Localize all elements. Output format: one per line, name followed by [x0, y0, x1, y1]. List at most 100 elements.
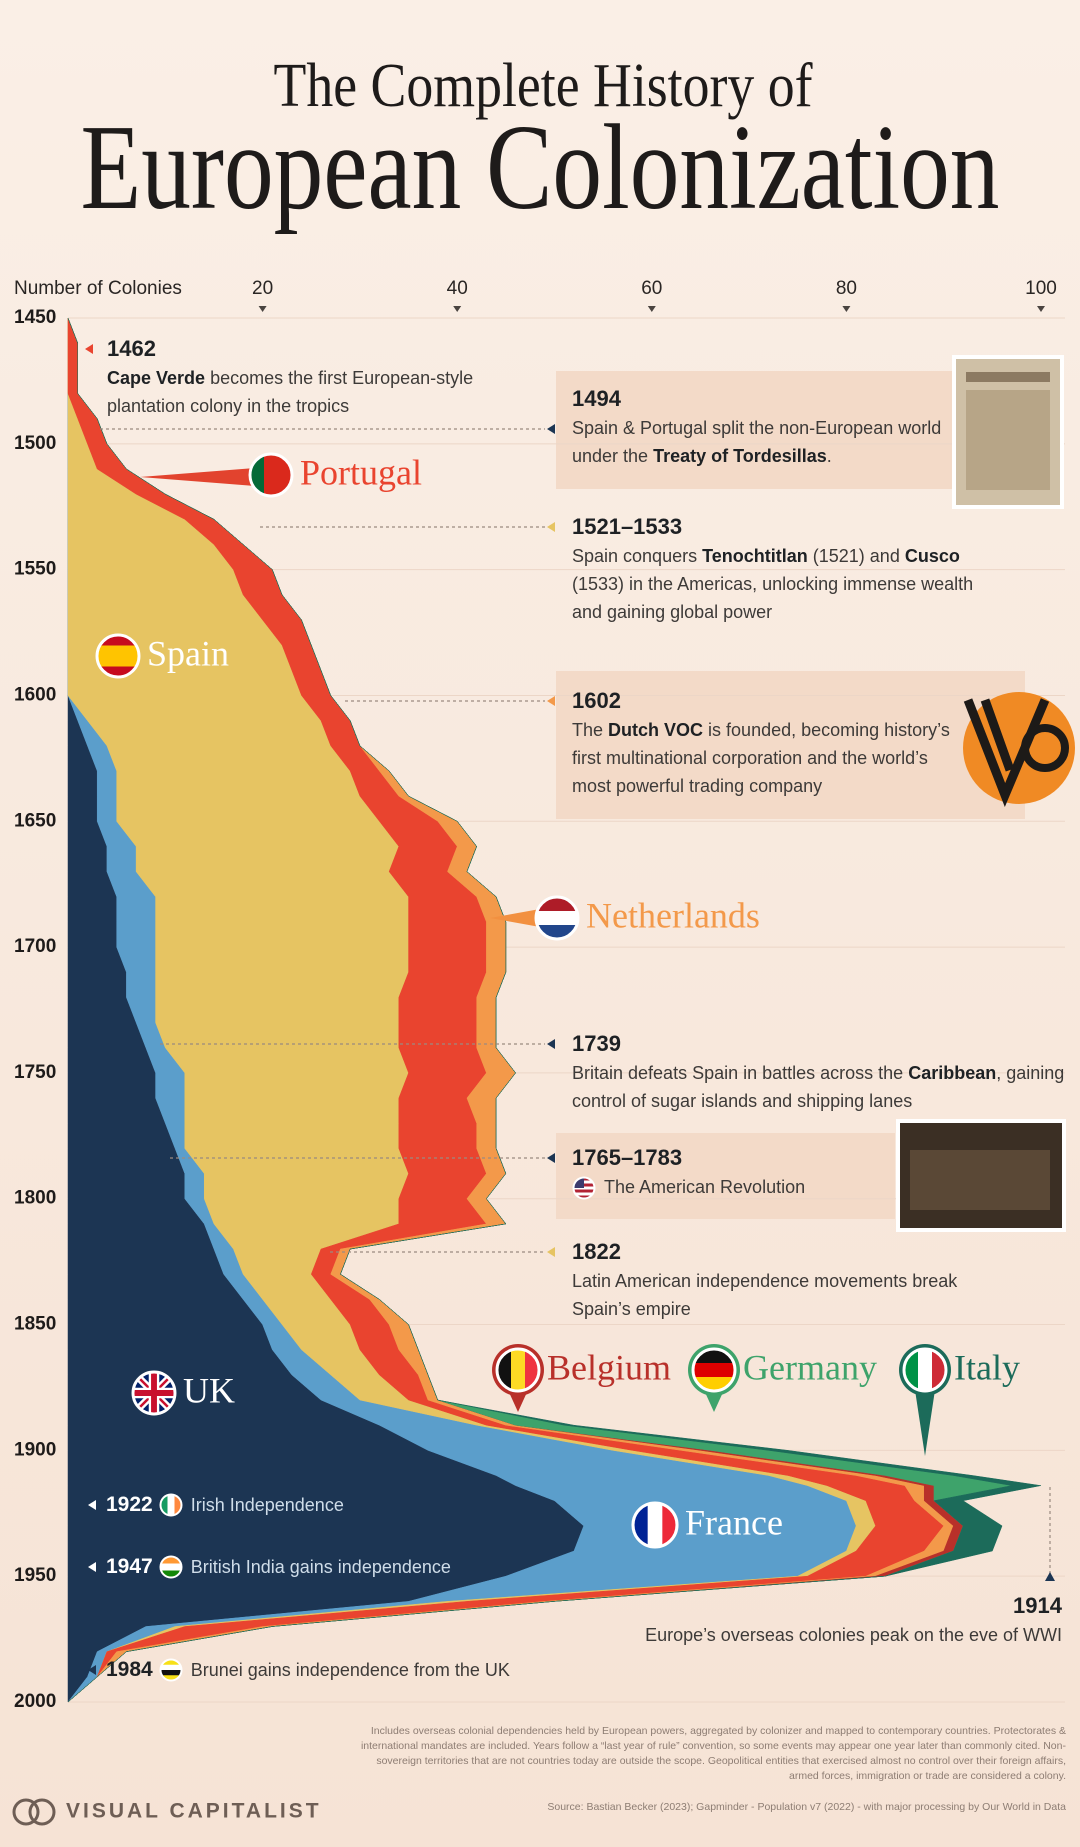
- legend-label: Netherlands: [586, 895, 760, 935]
- flag-part: [167, 1494, 175, 1516]
- annotation-year: 1822: [572, 1239, 621, 1264]
- annotation-text: Britain defeats Spain in battles across …: [572, 1063, 1064, 1111]
- flag-ring: [248, 452, 294, 498]
- annotation-text: The American Revolution: [572, 1176, 806, 1200]
- flag: [248, 452, 294, 498]
- annotation-year: 1922: [106, 1493, 153, 1516]
- areas: [67, 317, 1042, 1703]
- annotation: 1922 Irish Independence: [106, 1490, 344, 1520]
- x-tick-label: 100: [1025, 278, 1057, 299]
- annotation: 1822 Latin American independence movement…: [572, 1237, 972, 1323]
- flag-body: [693, 1349, 735, 1391]
- marker: [547, 1153, 555, 1163]
- flag: [572, 1176, 596, 1200]
- source: Source: Bastian Becker (2023); Gapminder…: [547, 1801, 1066, 1813]
- flag-part: [160, 1494, 168, 1516]
- pointer: [140, 468, 255, 486]
- voc-logo: [963, 692, 1075, 804]
- annotation-run: (1533) in the Americas, unlocking immens…: [572, 574, 974, 622]
- y-tick-label: 1750: [14, 1062, 56, 1083]
- flag-part: [97, 656, 139, 667]
- flag-ring: [159, 1658, 183, 1682]
- annotation: 1462 Cape Verde becomes the first Europea…: [107, 334, 527, 420]
- flag-ring: [691, 1347, 737, 1393]
- legend-label: Spain: [147, 633, 229, 673]
- flag: [159, 1493, 183, 1517]
- annotation-year: 1602: [572, 688, 621, 713]
- flag-icon: [159, 1555, 183, 1579]
- y-tick-label: 1800: [14, 1188, 56, 1209]
- annotation-run: Treaty of Tordesillas: [653, 446, 827, 466]
- y-tick-label: 1450: [14, 307, 56, 328]
- flag: [159, 1555, 183, 1579]
- flag-body: [160, 1556, 182, 1578]
- y-tick-label: 1650: [14, 810, 56, 831]
- annotation-run: (1521) and: [807, 546, 905, 566]
- flag-part: [97, 645, 139, 657]
- legend-label: Belgium: [547, 1347, 671, 1387]
- photo-detail: [966, 390, 1050, 490]
- annotation: 1494 Spain & Portugal split the non-Europ…: [572, 384, 942, 470]
- annotation: 1739 Britain defeats Spain in battles acr…: [572, 1029, 1072, 1115]
- flag: [159, 1658, 183, 1682]
- annotation-run: Cusco: [904, 546, 960, 566]
- flag-part: [573, 1189, 595, 1194]
- tick-mark: [647, 306, 656, 312]
- annotation-run: British India gains independence: [190, 1557, 451, 1577]
- y-tick-label: 1600: [14, 684, 56, 705]
- annotation: 1521–1533 Spain conquers Tenochtitlan (15…: [572, 512, 1002, 626]
- flag-part: [97, 666, 139, 677]
- y-tick-label: 1700: [14, 936, 56, 957]
- annotation-text: Spain & Portugal split the non-European …: [572, 418, 941, 466]
- pin-tail: [915, 1390, 935, 1456]
- chart-subtitle: European Colonization: [81, 100, 1000, 235]
- flag-part: [573, 1192, 595, 1197]
- annotation-run: Europe’s overseas colonies peak on the e…: [645, 1625, 1062, 1645]
- annotation-text: Europe’s overseas colonies peak on the e…: [645, 1625, 1062, 1645]
- annotation-run: , gaining control of sugar islands and s…: [572, 1063, 1065, 1111]
- pointer: [490, 909, 540, 927]
- flag-ring: [572, 1176, 596, 1200]
- annotation-year: 1914: [1013, 1593, 1062, 1618]
- annotation-run: becomes the first European-style plantat…: [107, 368, 474, 416]
- x-tick-label: 60: [641, 278, 662, 299]
- voc-logo-mark: [1021, 724, 1069, 772]
- legend-label: UK: [183, 1370, 235, 1410]
- annotation-text: The Dutch VOC is founded, becoming histo…: [572, 720, 950, 796]
- annotation-run: Spain conquers: [572, 546, 703, 566]
- flag-part: [264, 454, 279, 496]
- flag-body: [160, 1494, 182, 1516]
- y-tick-label: 1850: [14, 1314, 56, 1335]
- flag-icon: [159, 1493, 183, 1517]
- flag-body: [97, 635, 139, 677]
- flag-part: [536, 911, 578, 926]
- brand-icon: [12, 1798, 40, 1826]
- legend-label: Italy: [954, 1347, 1020, 1387]
- flag-body: [160, 1659, 182, 1681]
- annotation: 1602 The Dutch VOC is founded, becoming h…: [572, 686, 962, 800]
- annotation-year: 1462: [107, 336, 156, 361]
- y-tick-label: 2000: [14, 1691, 56, 1712]
- annotation-text: Brunei gains independence from the UK: [191, 1656, 510, 1684]
- flag-part: [160, 1556, 182, 1564]
- tick-mark: [258, 306, 267, 312]
- annotation-text: Spain conquers Tenochtitlan (1521) and C…: [572, 546, 973, 622]
- flag-ring: [495, 1347, 541, 1393]
- flag: [534, 895, 580, 941]
- marker: [85, 344, 93, 354]
- flag: [95, 633, 141, 679]
- flag-part: [647, 1503, 663, 1547]
- legend-label: Germany: [743, 1347, 877, 1387]
- marker: [547, 696, 555, 706]
- annotation-year: 1765–1783: [572, 1145, 683, 1170]
- annotation-box: [556, 371, 952, 489]
- marker: [547, 522, 555, 532]
- y-tick-label: 1900: [14, 1439, 56, 1460]
- photo-detail: [966, 372, 1050, 382]
- flag-part: [511, 1349, 526, 1391]
- annotation-run: The American Revolution: [604, 1177, 806, 1197]
- flag-icon: [159, 1658, 183, 1682]
- y-tick-label: 1950: [14, 1565, 56, 1586]
